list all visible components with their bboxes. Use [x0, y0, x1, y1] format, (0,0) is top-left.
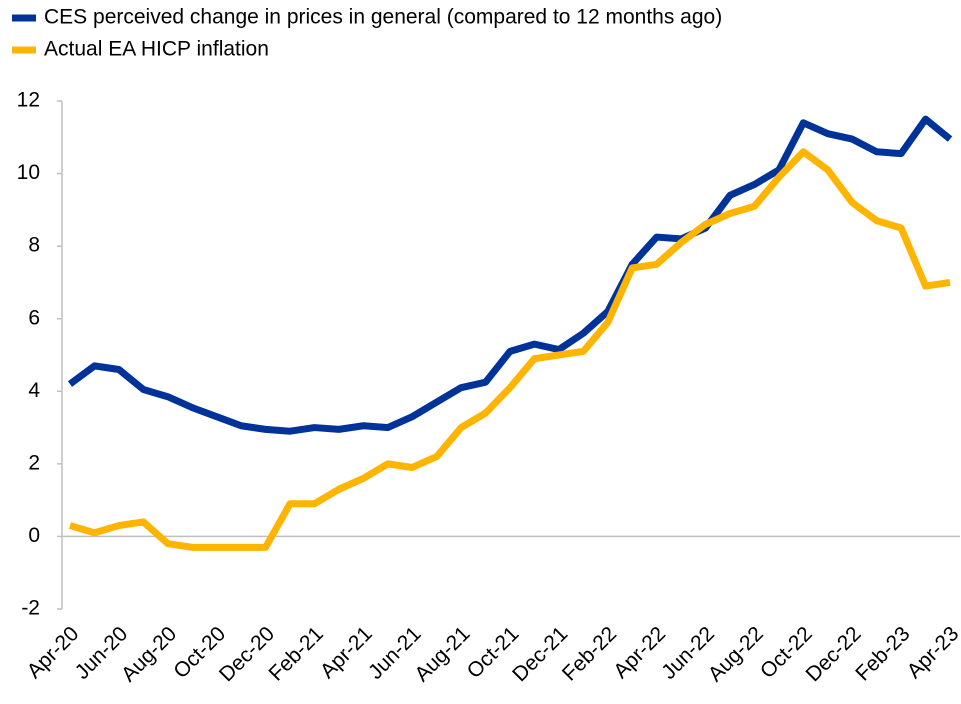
x-tick-label: Apr-21: [316, 622, 377, 683]
legend-label: Actual EA HICP inflation: [44, 38, 269, 61]
x-tick-label: Apr-20: [23, 622, 84, 683]
series-line: [67, 115, 953, 435]
series-line: [69, 148, 951, 551]
legend-label: CES perceived change in prices in genera…: [44, 6, 722, 29]
x-tick-label: Apr-22: [609, 622, 670, 683]
y-tick-label: 12: [17, 89, 40, 112]
x-tick-label: Dec-20: [215, 622, 279, 686]
x-tick-label: Dec-21: [508, 622, 572, 686]
y-tick-label: 0: [28, 524, 40, 547]
y-tick-label: -2: [21, 597, 40, 620]
x-tick-label: Feb-23: [851, 622, 914, 685]
y-tick-label: 8: [28, 234, 40, 257]
x-tick-label: Feb-21: [265, 622, 328, 685]
x-tick-label: Aug-22: [704, 622, 768, 686]
x-tick-label: Aug-21: [410, 622, 474, 686]
y-tick-label: 6: [28, 306, 40, 329]
x-tick-label: Aug-20: [117, 622, 181, 686]
y-tick-label: 2: [28, 451, 40, 474]
y-tick-label: 4: [28, 379, 40, 402]
x-tick-label: Dec-22: [802, 622, 866, 686]
x-tick-label: Apr-23: [903, 622, 961, 683]
x-tick-label: Feb-22: [558, 622, 621, 685]
y-tick-label: 10: [17, 161, 40, 184]
